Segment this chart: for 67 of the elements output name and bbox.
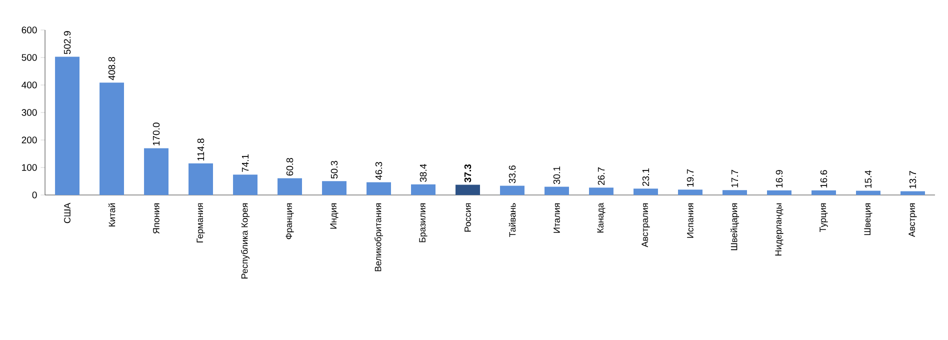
y-tick-label: 400: [22, 82, 37, 88]
data-label: 19.7: [686, 169, 694, 187]
x-tick-label: Италия: [554, 203, 560, 233]
data-label: 17.7: [731, 170, 738, 188]
bar: [500, 186, 524, 195]
bar: [678, 190, 702, 195]
x-tick-label: Россия: [464, 203, 471, 232]
data-label: 33.6: [508, 165, 516, 184]
data-label: 50.3: [330, 160, 338, 179]
y-tick-label: 300: [22, 109, 37, 116]
x-tick-label: Швеция: [864, 203, 872, 236]
bar: [100, 82, 124, 195]
bar: [456, 184, 480, 195]
data-label: 170.0: [152, 122, 160, 146]
data-label: 74.1: [242, 154, 249, 172]
data-label: 46.3: [375, 162, 382, 180]
data-label: 16.9: [776, 170, 783, 188]
data-label: 114.8: [197, 138, 204, 160]
bar: [411, 184, 436, 195]
bar: [634, 188, 658, 195]
x-tick-label: Великобритания: [374, 203, 383, 272]
data-label: 37.3: [464, 164, 472, 182]
x-tick-label: Тайвань: [508, 203, 516, 238]
bar: [55, 56, 80, 195]
bar: [856, 190, 880, 195]
x-tick-label: Австрия: [908, 203, 917, 237]
y-tick-label: 0: [32, 192, 37, 198]
bar: [589, 188, 614, 195]
data-label: 38.4: [420, 164, 427, 182]
y-tick-label: 200: [22, 136, 37, 144]
y-tick-label: 600: [22, 26, 37, 34]
data-label: 23.1: [642, 168, 650, 186]
bar: [812, 190, 836, 195]
x-tick-label: Турция: [820, 203, 828, 232]
data-label: 15.4: [864, 170, 872, 188]
data-label: 26.7: [598, 167, 605, 185]
bar: [900, 191, 925, 195]
x-tick-label: Швейцария: [730, 203, 740, 250]
y-tick-label: 100: [22, 164, 37, 171]
bar: [188, 163, 213, 195]
x-tick-label: Германия: [196, 203, 205, 242]
x-tick-label: США: [64, 202, 70, 224]
bar: [322, 181, 346, 195]
x-tick-label: Китай: [108, 203, 116, 226]
x-tick-label: Япония: [153, 203, 160, 234]
data-label: 502.9: [64, 31, 71, 54]
bar: [366, 182, 391, 195]
x-tick-label: Бразилия: [419, 203, 428, 242]
bar: [278, 178, 302, 195]
bar: [233, 174, 258, 195]
x-tick-label: Австралия: [642, 203, 650, 248]
y-tick-label: 500: [22, 54, 37, 61]
data-label: 60.8: [286, 158, 294, 176]
x-tick-label: Нидерланды: [775, 203, 784, 256]
bar: [544, 186, 569, 195]
x-tick-label: Республика Корея: [241, 203, 250, 278]
x-tick-label: Канада: [597, 202, 606, 233]
x-tick-label: Испания: [687, 203, 694, 238]
bar: [767, 190, 792, 195]
data-label: 408.8: [108, 57, 116, 80]
data-label: 30.1: [553, 166, 560, 184]
bar: [144, 148, 168, 195]
data-label: 16.6: [820, 170, 828, 188]
x-tick-label: Франция: [286, 203, 294, 240]
bar: [722, 190, 747, 195]
x-tick-label: Индия: [330, 203, 338, 229]
data-label: 13.7: [909, 171, 916, 188]
